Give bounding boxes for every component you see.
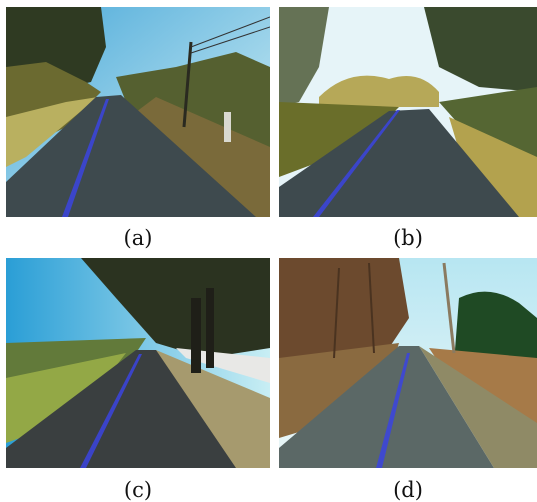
road-photo-a [6, 7, 270, 217]
road-photo-b [279, 7, 537, 217]
caption-a: (a) [123, 226, 153, 250]
road-photo-c [6, 258, 270, 468]
road-photo-d [279, 258, 537, 468]
caption-c: (c) [123, 478, 153, 502]
photo-panel-a [6, 7, 270, 217]
photo-panel-c [6, 258, 270, 468]
caption-b: (b) [393, 226, 423, 250]
photo-panel-b [279, 7, 537, 217]
caption-d: (d) [393, 478, 423, 502]
photo-panel-d [279, 258, 537, 468]
